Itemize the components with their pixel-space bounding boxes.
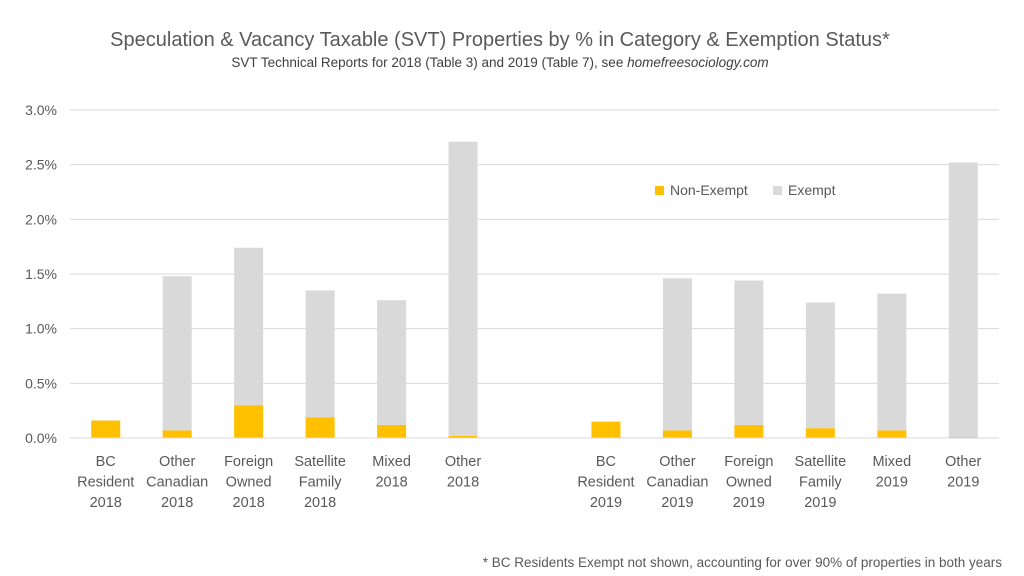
- x-tick-label: Canadian: [646, 475, 708, 491]
- legend-swatch: [655, 186, 664, 195]
- x-tick-label: 2018: [90, 495, 122, 511]
- legend-label: Exempt: [788, 182, 836, 198]
- x-tick-label: Other: [159, 454, 195, 470]
- bar-exempt: [448, 141, 478, 436]
- bar-exempt: [805, 302, 835, 429]
- chart-subtitle-link: homefreesociology.com: [627, 55, 769, 70]
- bar-exempt: [662, 278, 692, 431]
- x-tick-label: Owned: [226, 475, 272, 491]
- x-tick-label: BC: [596, 454, 616, 470]
- y-tick-label: 2.0%: [25, 211, 57, 227]
- grid-lines: [70, 109, 999, 384]
- bar-non-exempt: [662, 430, 692, 438]
- x-tick-label: Other: [945, 454, 981, 470]
- x-tick-label: Mixed: [872, 454, 911, 470]
- y-tick-label: 0.5%: [25, 375, 57, 391]
- bar-non-exempt: [948, 436, 978, 438]
- y-tick-label: 0.0%: [25, 430, 57, 446]
- x-tick-label: Owned: [726, 475, 772, 491]
- bar-non-exempt: [377, 424, 407, 438]
- x-tick-label: 2018: [447, 475, 479, 491]
- bar-non-exempt: [805, 428, 835, 438]
- x-axis-labels: BC Resident 2018 Other Canadian 2018 Foreign Ow…: [77, 454, 981, 511]
- x-tick-label: Resident: [577, 475, 634, 491]
- y-axis-ticks: 0.0% 0.5% 1.0% 1.5% 2.0% 2.5% 3.0%: [25, 102, 57, 446]
- bar-non-exempt: [234, 405, 264, 438]
- bar-exempt: [377, 300, 407, 425]
- x-tick-label: Family: [799, 475, 842, 491]
- y-tick-label: 3.0%: [25, 102, 57, 118]
- bar-exempt: [877, 293, 907, 431]
- bars: [91, 141, 978, 438]
- x-tick-label: 2019: [661, 495, 693, 511]
- x-tick-label: 2018: [304, 495, 336, 511]
- chart-title: Speculation & Vacancy Taxable (SVT) Prop…: [110, 29, 890, 51]
- bar-non-exempt: [591, 421, 621, 438]
- x-tick-label: Resident: [77, 475, 134, 491]
- bar-non-exempt: [448, 435, 478, 438]
- x-tick-label: Family: [299, 475, 342, 491]
- bar-non-exempt: [305, 417, 335, 438]
- legend-swatch: [773, 186, 782, 195]
- bar-exempt: [234, 247, 264, 406]
- x-tick-label: Foreign: [724, 454, 773, 470]
- x-tick-label: BC: [96, 454, 116, 470]
- x-tick-label: 2019: [876, 475, 908, 491]
- x-tick-label: 2018: [233, 495, 265, 511]
- bar-non-exempt: [91, 420, 121, 438]
- x-tick-label: 2018: [161, 495, 193, 511]
- x-tick-label: Satellite: [294, 454, 346, 470]
- x-tick-label: Other: [445, 454, 481, 470]
- bar-non-exempt: [877, 430, 907, 438]
- x-tick-label: Canadian: [146, 475, 208, 491]
- footnote: * BC Residents Exempt not shown, account…: [483, 555, 1003, 570]
- x-tick-label: 2018: [375, 475, 407, 491]
- bar-exempt: [162, 276, 192, 431]
- x-tick-label: Foreign: [224, 454, 273, 470]
- bar-non-exempt: [734, 424, 764, 438]
- bar-exempt: [734, 280, 764, 425]
- y-tick-label: 2.5%: [25, 157, 57, 173]
- chart-subtitle-text: SVT Technical Reports for 2018 (Table 3)…: [231, 55, 627, 70]
- bar-exempt: [305, 290, 335, 418]
- x-tick-label: 2019: [590, 495, 622, 511]
- legend-label: Non-Exempt: [670, 182, 748, 198]
- x-tick-label: Mixed: [372, 454, 411, 470]
- bar-non-exempt: [162, 430, 192, 438]
- legend: Non-Exempt Exempt: [655, 182, 836, 198]
- x-tick-label: 2019: [804, 495, 836, 511]
- bar-exempt: [948, 162, 978, 437]
- x-tick-label: 2019: [947, 475, 979, 491]
- x-tick-label: 2019: [733, 495, 765, 511]
- y-tick-label: 1.0%: [25, 321, 57, 337]
- y-tick-label: 1.5%: [25, 266, 57, 282]
- x-tick-label: Other: [659, 454, 695, 470]
- chart-subtitle: SVT Technical Reports for 2018 (Table 3)…: [231, 55, 768, 70]
- x-tick-label: Satellite: [795, 454, 847, 470]
